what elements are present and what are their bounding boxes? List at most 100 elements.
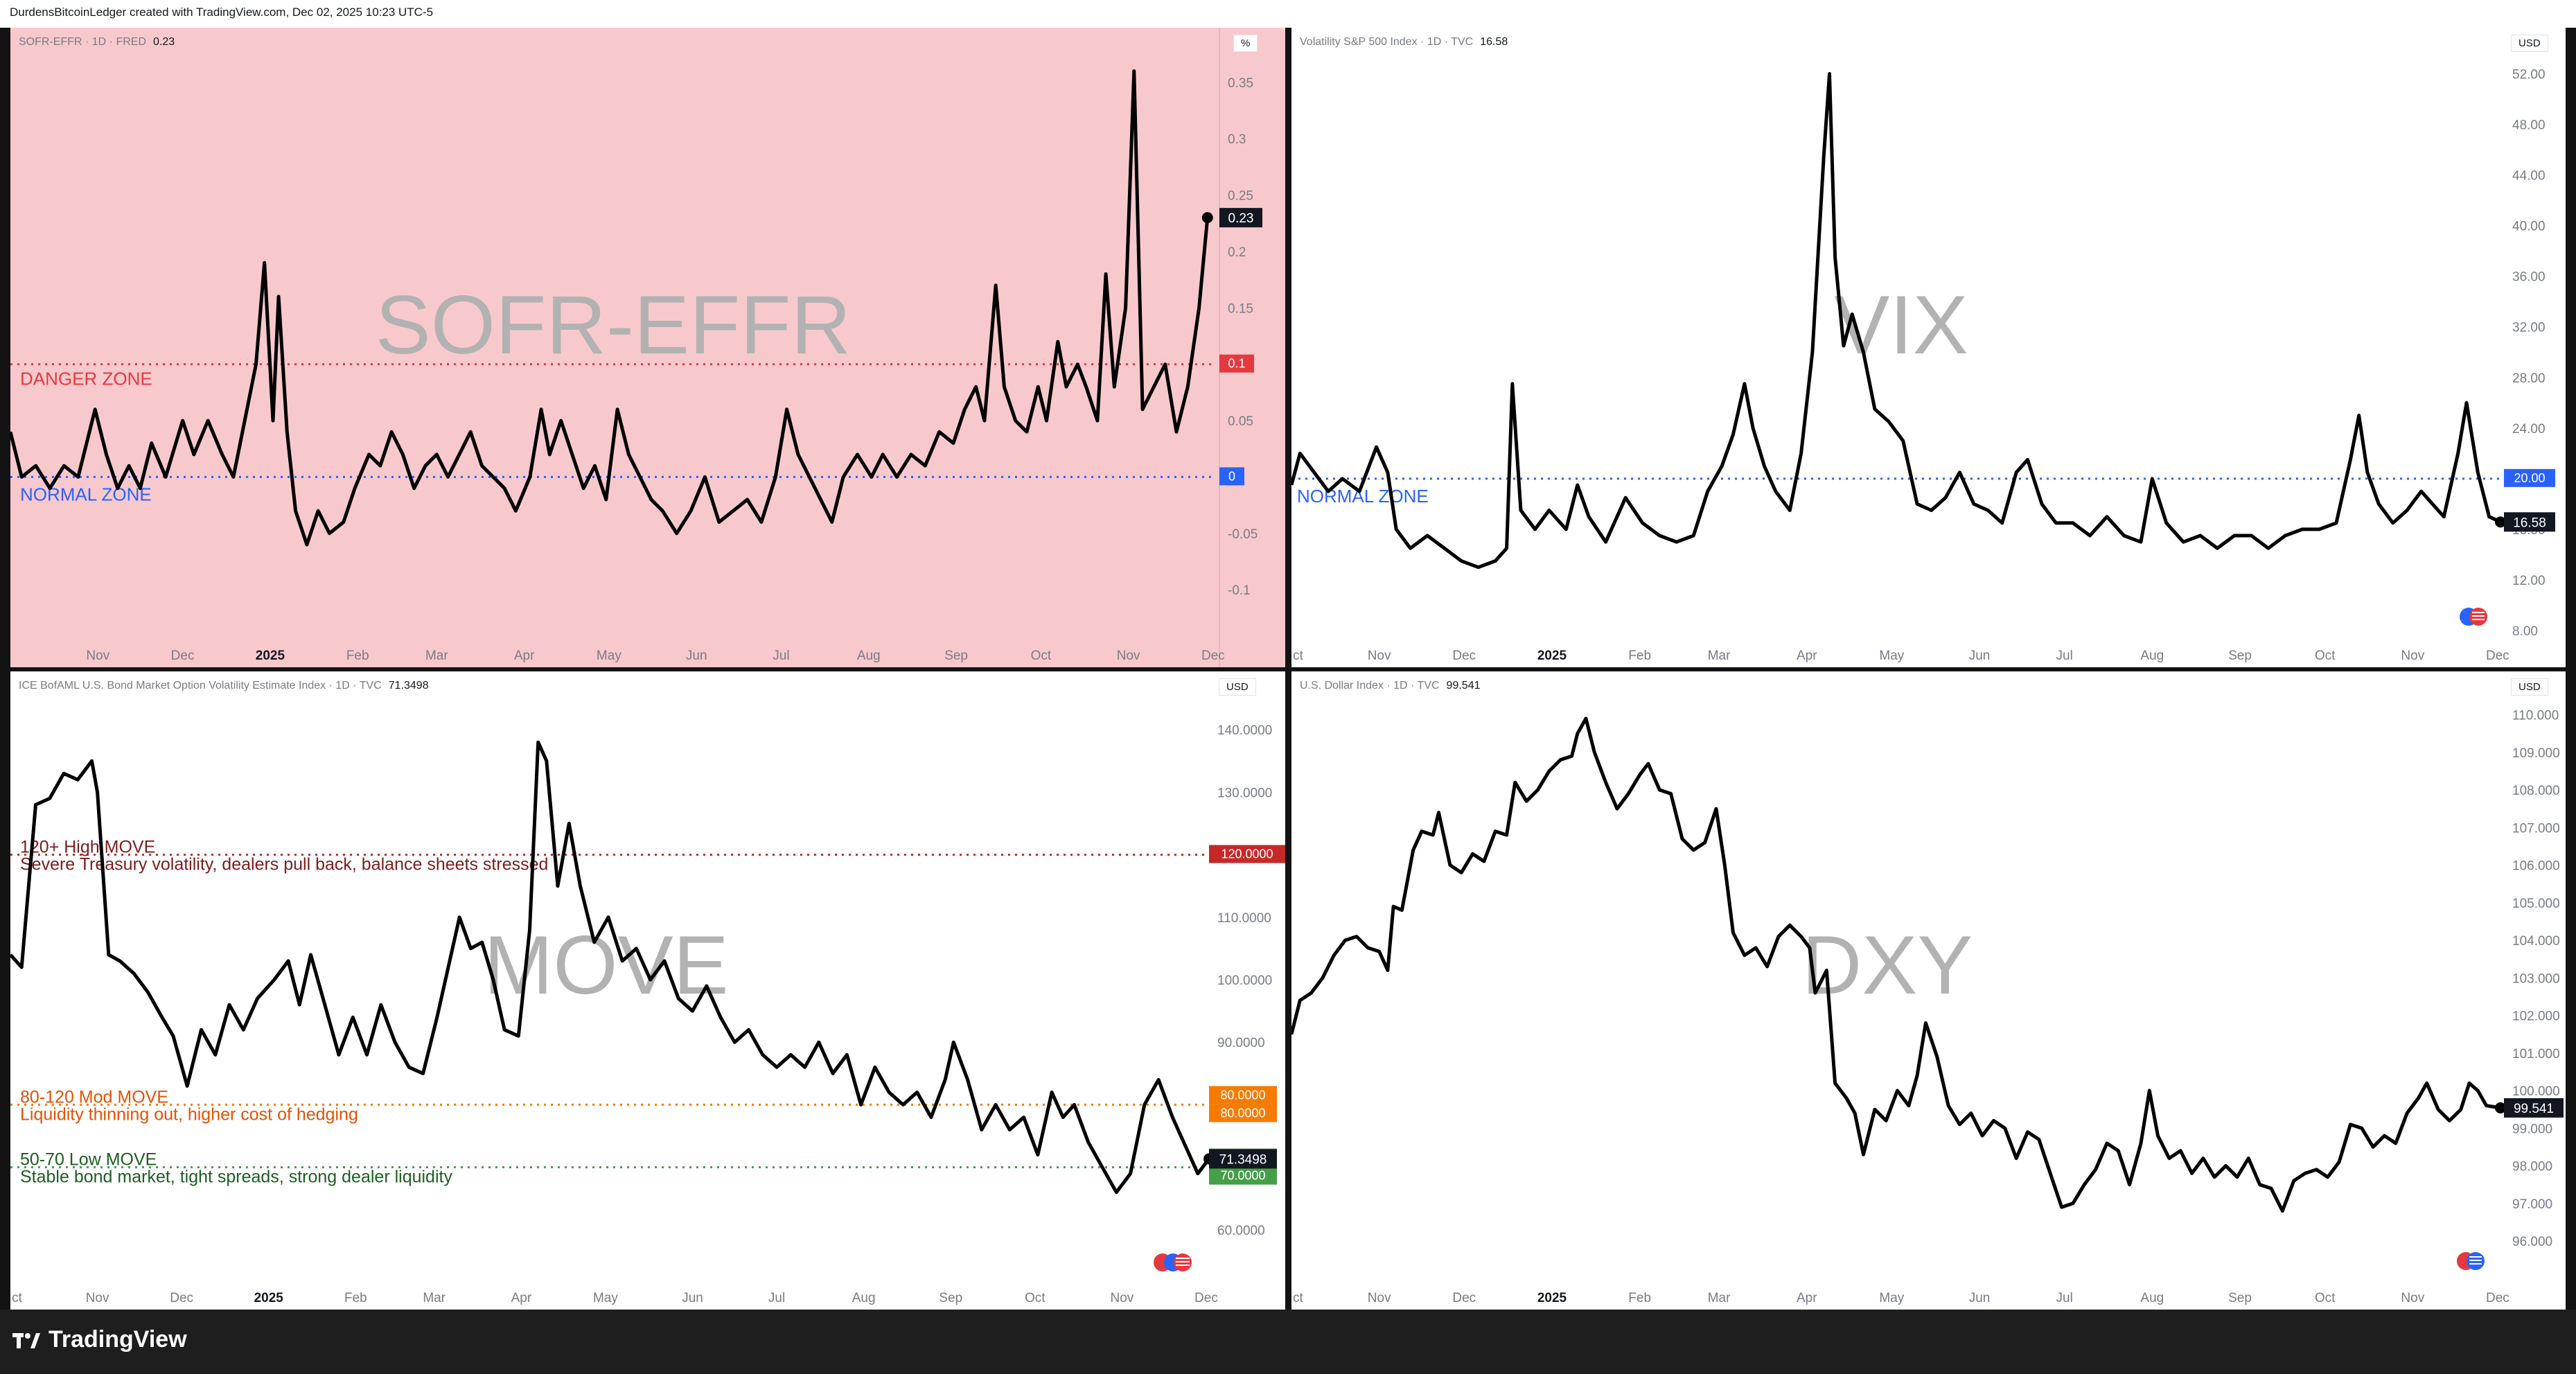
last-value-label: 0.23: [1228, 211, 1254, 226]
reference-badge-label: 80.0000: [1220, 1106, 1265, 1120]
y-tick-label: 104.000: [2512, 934, 2560, 949]
x-tick-label: Jul: [768, 1291, 785, 1305]
y-tick-label: 110.000: [2512, 709, 2559, 723]
legend-value: 71.3498: [388, 680, 429, 692]
chart-legend: U.S. Dollar Index · 1D · TVC 99.541: [1300, 680, 1480, 692]
y-tick-label: 90.0000: [1217, 1036, 1265, 1050]
y-tick-label: 99.000: [2512, 1122, 2552, 1136]
x-tick-label: ct: [1293, 1291, 1304, 1305]
x-tick-label: Oct: [1025, 1291, 1046, 1305]
zone-description: Severe Treasury volatility, dealers pull…: [20, 855, 548, 874]
unit-label[interactable]: USD: [2511, 678, 2548, 696]
x-tick-label: Apr: [1797, 1291, 1817, 1305]
x-tick-label: 2025: [256, 649, 285, 663]
legend-value: 99.541: [1446, 680, 1481, 692]
x-tick-label: Apr: [1797, 649, 1817, 663]
us-flag-icon: [2460, 608, 2487, 626]
footer-bar: TradingView: [0, 1310, 2576, 1374]
x-tick-label: Nov: [2401, 649, 2424, 663]
reference-badge-label: 120.0000: [1221, 847, 1273, 861]
y-tick-label: 48.00: [2512, 118, 2546, 133]
caption-text: DurdensBitcoinLedger created with Tradin…: [10, 6, 434, 19]
x-tick-label: Jul: [773, 649, 789, 663]
reference-badge: [1219, 467, 1244, 486]
x-tick-label: Dec: [2486, 649, 2509, 663]
y-tick-label: 105.000: [2512, 897, 2560, 911]
last-value-label: 99.541: [2514, 1102, 2554, 1116]
symbol-watermark: DXY: [1802, 919, 1973, 1012]
move-chart-panel[interactable]: MOVE 140.0000 130.0000 120.0000 110.0000 100.…: [10, 671, 1285, 1310]
x-tick-label: Dec: [1201, 649, 1225, 663]
y-tick-label: 12.00: [2512, 574, 2546, 588]
y-tick-label: 110.0000: [1217, 911, 1271, 926]
symbol-watermark: SOFR-EFFR: [376, 279, 852, 371]
x-tick-label: Nov: [86, 1291, 109, 1305]
y-tick-label: 0.2: [1228, 245, 1246, 260]
x-tick-label: Mar: [1708, 1291, 1731, 1305]
y-tick-label: 100.0000: [1217, 974, 1272, 988]
reference-badge: [1219, 354, 1254, 373]
y-tick-label: 107.000: [2512, 821, 2560, 836]
vix-chart-panel[interactable]: VIX 52.00 48.00 44.00 40.00 36.00 32.00 28.00 24…: [1291, 28, 2566, 667]
x-tick-label: May: [1879, 1291, 1904, 1305]
y-tick-label: 102.000: [2512, 1010, 2560, 1024]
reference-badge-label: 70.0000: [1220, 1169, 1265, 1183]
x-tick-label: Mar: [425, 649, 448, 663]
y-tick-label: 98.000: [2512, 1160, 2552, 1174]
y-tick-label: 44.00: [2512, 169, 2546, 184]
x-tick-label: Jul: [2056, 649, 2073, 663]
x-tick-label: Nov: [2401, 1291, 2424, 1305]
x-tick-label: Aug: [852, 1291, 876, 1305]
y-tick-label: 109.000: [2512, 746, 2560, 761]
y-tick-label: 0.05: [1228, 414, 1253, 429]
tradingview-logo-icon: [12, 1333, 40, 1349]
zone-label: NORMAL ZONE: [1297, 486, 1429, 507]
y-tick-label: 24.00: [2512, 422, 2546, 437]
x-tick-label: Dec: [1452, 1291, 1476, 1305]
series-line: [1291, 72, 2502, 570]
chart-legend: Volatility S&P 500 Index · 1D · TVC 16.58: [1300, 36, 1508, 49]
last-value-label: 71.3498: [1219, 1152, 1267, 1167]
last-value-badge: [1219, 208, 1262, 228]
dxy-chart-panel[interactable]: DXY 110.000 109.000 108.000 107.000 106.000 10…: [1291, 671, 2566, 1310]
chart-background: [10, 28, 1285, 667]
zone-description: Liquidity thinning out, higher cost of h…: [20, 1104, 358, 1124]
unit-label[interactable]: USD: [2511, 35, 2548, 52]
reference-badge-label: 0.1: [1228, 357, 1245, 371]
x-tick-label: Sep: [944, 649, 968, 663]
y-tick-label: 0.15: [1228, 301, 1253, 316]
x-tick-label: Mar: [423, 1291, 445, 1305]
symbol-watermark: MOVE: [484, 919, 728, 1012]
x-tick-label: Jun: [1969, 1291, 1991, 1305]
unit-label[interactable]: USD: [1219, 678, 1256, 696]
y-tick-label: 103.000: [2512, 971, 2560, 986]
sofr-effr-chart-svg[interactable]: SOFR-EFFR 0.35 0.3 0.25 0.2 0.15 0.1 0.05 0 -0.05…: [10, 28, 1285, 667]
chart-background: [10, 671, 1285, 1310]
legend-title: SOFR-EFFR · 1D · FRED: [19, 36, 146, 48]
y-tick-label: 100.000: [2512, 1084, 2560, 1099]
x-tick-label: 2025: [254, 1291, 284, 1305]
sofr-effr-chart-panel[interactable]: SOFR-EFFR 0.35 0.3 0.25 0.2 0.15 0.1 0.05 0 -0.05…: [10, 28, 1285, 667]
y-tick-label: 0.25: [1228, 189, 1253, 204]
x-tick-label: Aug: [2140, 649, 2164, 663]
move-chart-svg[interactable]: MOVE 140.0000 130.0000 120.0000 110.0000 100.…: [10, 671, 1285, 1310]
x-tick-label: Dec: [171, 649, 195, 663]
unit-label[interactable]: %: [1233, 35, 1258, 52]
chart-background: [1291, 671, 2566, 1310]
x-tick-label: Nov: [1368, 649, 1391, 663]
last-value-badge: [1209, 1149, 1277, 1169]
reference-badge: [2504, 468, 2555, 487]
x-tick-label: Jun: [1969, 649, 1991, 663]
zone-label: 120+ High MOVE: [20, 838, 155, 857]
dxy-chart-svg[interactable]: DXY 110.000 109.000 108.000 107.000 106.000 10…: [1291, 671, 2566, 1310]
legend-value: 16.58: [1480, 36, 1508, 48]
top-caption-bar: DurdensBitcoinLedger created with Tradin…: [0, 0, 2576, 28]
x-tick-label: Nov: [1111, 1291, 1134, 1305]
last-value-badge: [2504, 512, 2555, 532]
tradingview-brand[interactable]: TradingView: [12, 1326, 187, 1353]
x-tick-label: Feb: [344, 1291, 367, 1305]
vix-chart-svg[interactable]: VIX52.0048.0044.0040.0036.0032.0028.0024…: [1291, 28, 2566, 667]
x-tick-label: Nov: [1368, 1291, 1391, 1305]
x-tick-label: Jun: [682, 1291, 703, 1305]
y-tick-label: 8.00: [2512, 624, 2538, 639]
